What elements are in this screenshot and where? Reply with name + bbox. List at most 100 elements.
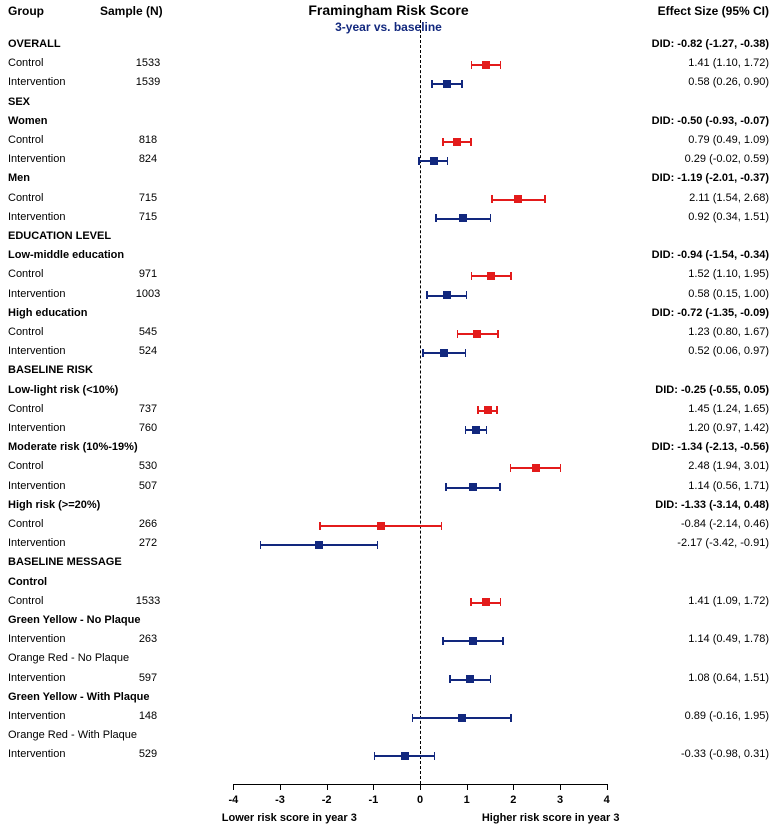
row: Intervention5071.14 (0.56, 1.71): [0, 478, 777, 498]
x-tick: [327, 784, 328, 790]
row: Control: [0, 574, 777, 594]
point-estimate-marker: [472, 426, 480, 434]
forest-point: [0, 746, 777, 766]
ci-cap-left: [422, 349, 424, 357]
ci-cap-right: [560, 464, 562, 472]
row: Low-middle educationDID: -0.94 (-1.54, -…: [0, 247, 777, 267]
row: Intervention272-2.17 (-3.42, -0.91): [0, 535, 777, 555]
ci-cap-right: [377, 541, 379, 549]
ci-cap-left: [260, 541, 262, 549]
forest-point: [0, 343, 777, 363]
point-estimate-marker: [443, 80, 451, 88]
col-head-effect: Effect Size (95% CI): [658, 4, 769, 18]
row: Control5302.48 (1.94, 3.01): [0, 458, 777, 478]
point-estimate-marker: [514, 195, 522, 203]
row-group-label: Green Yellow - No Plaque: [8, 614, 140, 626]
ci-cap-right: [510, 714, 512, 722]
x-tick: [560, 784, 561, 790]
point-estimate-marker: [459, 214, 467, 222]
forest-point: [0, 401, 777, 421]
forest-point: [0, 670, 777, 690]
ci-cap-left: [435, 214, 437, 222]
row: MenDID: -1.19 (-2.01, -0.37): [0, 170, 777, 190]
point-estimate-marker: [482, 61, 490, 69]
row-effect-size: DID: -0.72 (-1.35, -0.09): [652, 307, 769, 319]
row: Control15331.41 (1.10, 1.72): [0, 55, 777, 75]
point-estimate-marker: [469, 637, 477, 645]
row: Intervention10030.58 (0.15, 1.00): [0, 286, 777, 306]
ci-cap-left: [470, 598, 472, 606]
row: Orange Red - With Plaque: [0, 727, 777, 747]
x-tick: [233, 784, 234, 790]
ci-cap-right: [544, 195, 546, 203]
row-group-label: Low-middle education: [8, 249, 124, 261]
forest-point: [0, 151, 777, 171]
row-effect-size: DID: -0.25 (-0.55, 0.05): [655, 384, 769, 396]
ci-cap-right: [496, 406, 498, 414]
row-group-label: Women: [8, 115, 48, 127]
x-tick-label: 4: [604, 794, 610, 806]
row: BASELINE MESSAGE: [0, 554, 777, 574]
point-estimate-marker: [315, 541, 323, 549]
axis-label-higher: Higher risk score in year 3: [482, 812, 620, 824]
row: Green Yellow - With Plaque: [0, 689, 777, 709]
forest-point: [0, 478, 777, 498]
ci-cap-left: [319, 522, 321, 530]
forest-point: [0, 55, 777, 75]
x-tick: [373, 784, 374, 790]
point-estimate-marker: [430, 157, 438, 165]
ci-cap-right: [470, 138, 472, 146]
forest-point: [0, 458, 777, 478]
row-group-label: Moderate risk (10%-19%): [8, 441, 138, 453]
ci-cap-left: [431, 80, 433, 88]
row: Intervention7150.92 (0.34, 1.51): [0, 209, 777, 229]
row-group-label: Control: [8, 576, 47, 588]
row-effect-size: DID: -1.34 (-2.13, -0.56): [652, 441, 769, 453]
point-estimate-marker: [482, 598, 490, 606]
forest-point: [0, 266, 777, 286]
ci-cap-right: [510, 272, 512, 280]
ci-cap-right: [441, 522, 443, 530]
ci-cap-left: [418, 157, 420, 165]
ci-cap-right: [499, 483, 501, 491]
ci-cap-right: [466, 291, 468, 299]
x-tick-label: -4: [228, 794, 238, 806]
row-group-label: Green Yellow - With Plaque: [8, 691, 150, 703]
row: EDUCATION LEVEL: [0, 228, 777, 248]
forest-point: [0, 132, 777, 152]
row-group-label: Men: [8, 172, 30, 184]
row: Green Yellow - No Plaque: [0, 612, 777, 632]
point-estimate-marker: [401, 752, 409, 760]
row: Control7371.45 (1.24, 1.65): [0, 401, 777, 421]
point-estimate-marker: [466, 675, 474, 683]
forest-point: [0, 631, 777, 651]
ci-cap-right: [434, 752, 436, 760]
ci-cap-left: [445, 483, 447, 491]
point-estimate-marker: [487, 272, 495, 280]
x-tick-label: -1: [368, 794, 378, 806]
point-estimate-marker: [440, 349, 448, 357]
row-group-label: EDUCATION LEVEL: [8, 230, 111, 242]
ci-cap-right: [497, 330, 499, 338]
row: Intervention529-0.33 (-0.98, 0.31): [0, 746, 777, 766]
row-effect-size: DID: -1.33 (-3.14, 0.48): [655, 499, 769, 511]
row: Intervention2631.14 (0.49, 1.78): [0, 631, 777, 651]
ci-cap-left: [449, 675, 451, 683]
row: Low-light risk (<10%)DID: -0.25 (-0.55, …: [0, 382, 777, 402]
row-group-label: SEX: [8, 96, 30, 108]
forest-point: [0, 286, 777, 306]
forest-point: [0, 708, 777, 728]
point-estimate-marker: [484, 406, 492, 414]
point-estimate-marker: [469, 483, 477, 491]
forest-point: [0, 324, 777, 344]
row-group-label: BASELINE RISK: [8, 364, 93, 376]
forest-point: [0, 593, 777, 613]
row: Control9711.52 (1.10, 1.95): [0, 266, 777, 286]
row: Intervention5240.52 (0.06, 0.97): [0, 343, 777, 363]
ci-cap-right: [486, 426, 488, 434]
forest-point: [0, 420, 777, 440]
x-tick: [420, 784, 421, 790]
point-estimate-marker: [458, 714, 466, 722]
x-tick-label: -2: [322, 794, 332, 806]
ci-cap-left: [374, 752, 376, 760]
